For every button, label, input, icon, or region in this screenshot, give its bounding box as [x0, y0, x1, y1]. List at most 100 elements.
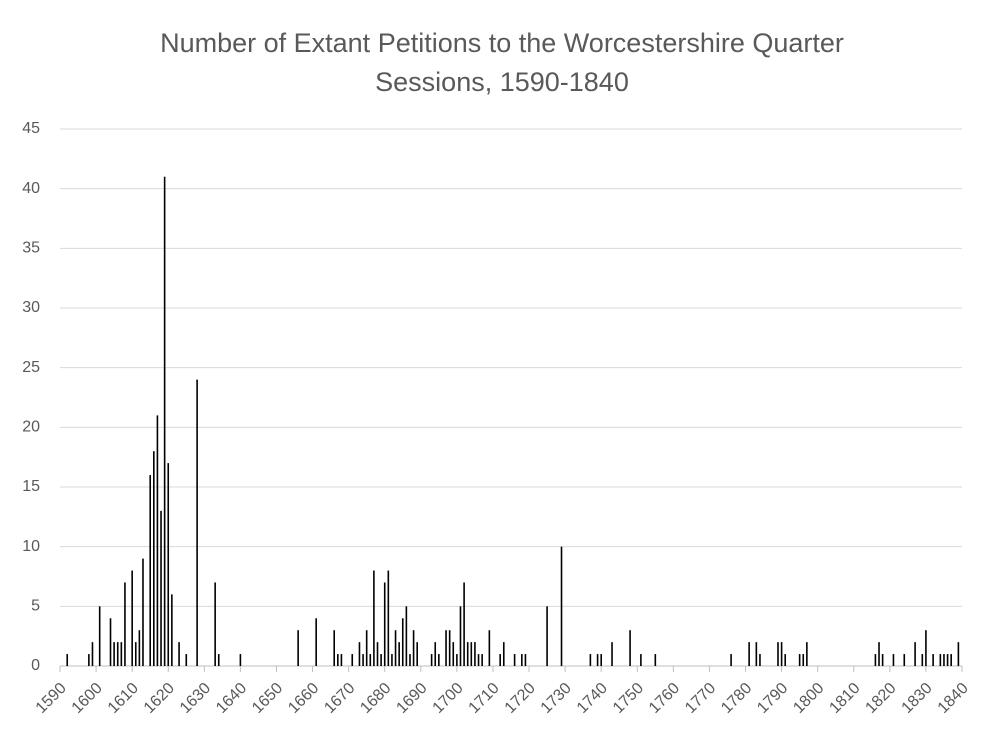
- bar: [459, 606, 462, 666]
- bar: [416, 642, 418, 666]
- x-tick-label: 1760: [646, 680, 683, 717]
- bar: [142, 558, 144, 666]
- bar: [943, 654, 945, 666]
- bar: [409, 654, 411, 666]
- bar: [456, 654, 458, 666]
- x-tick-label: 1790: [754, 680, 791, 717]
- bar: [438, 654, 440, 666]
- bar: [138, 630, 141, 666]
- bar: [921, 654, 924, 666]
- bar: [780, 642, 783, 666]
- x-tick-label: 1660: [285, 680, 322, 717]
- bar: [932, 654, 934, 666]
- x-tick-label: 1590: [33, 680, 70, 717]
- bar: [116, 642, 119, 666]
- x-tick-label: 1780: [718, 680, 755, 717]
- bar: [600, 654, 602, 666]
- bar: [167, 463, 170, 666]
- bar: [445, 630, 447, 666]
- x-tick-label: 1610: [105, 680, 142, 717]
- x-tick-label: 1600: [69, 680, 106, 717]
- bar: [394, 630, 397, 666]
- y-tick-label: 0: [31, 657, 40, 674]
- bar: [611, 642, 613, 666]
- x-tick-label: 1800: [790, 680, 827, 717]
- bar: [340, 654, 343, 666]
- bar: [369, 654, 372, 666]
- bar: [903, 654, 906, 666]
- bar: [66, 654, 69, 666]
- x-tick-label: 1690: [393, 680, 430, 717]
- bar: [171, 594, 173, 666]
- bar: [109, 618, 112, 666]
- bar: [874, 654, 877, 666]
- bar: [946, 654, 949, 666]
- bar: [654, 654, 657, 666]
- bar: [477, 654, 480, 666]
- bar: [434, 642, 437, 666]
- bar: [160, 510, 162, 666]
- y-tick-label: 35: [22, 240, 40, 257]
- bar: [380, 654, 382, 666]
- x-tick-label: 1740: [574, 680, 611, 717]
- x-tick-label: 1710: [466, 680, 503, 717]
- bar: [362, 654, 364, 666]
- bar: [560, 546, 563, 666]
- bar: [640, 654, 642, 666]
- bar: [131, 570, 133, 666]
- y-tick-label: 25: [22, 359, 40, 376]
- x-tick-label: 1820: [862, 680, 899, 717]
- bar: [405, 606, 408, 666]
- bar: [113, 642, 115, 666]
- x-tick-label: 1700: [430, 680, 467, 717]
- bar: [185, 654, 188, 666]
- bar: [178, 642, 180, 666]
- bar: [452, 642, 455, 666]
- bar: [481, 654, 483, 666]
- bar: [91, 642, 94, 666]
- bar: [784, 654, 787, 666]
- bar: [629, 630, 631, 666]
- bar: [914, 642, 916, 666]
- bar: [521, 654, 523, 666]
- bar: [98, 606, 101, 666]
- bar: [383, 582, 386, 666]
- bar: [351, 654, 354, 666]
- x-tick-label: 1620: [141, 680, 178, 717]
- bar: [925, 630, 927, 666]
- bar: [401, 618, 404, 666]
- bar: [387, 570, 390, 666]
- bar: [412, 630, 415, 666]
- bar: [156, 415, 159, 666]
- bar: [798, 654, 801, 666]
- x-tick-label: 1650: [249, 680, 286, 717]
- bar: [470, 642, 473, 666]
- x-tick-label: 1830: [899, 680, 936, 717]
- bar: [163, 176, 166, 666]
- bar: [524, 654, 527, 666]
- y-tick-label: 20: [22, 419, 40, 436]
- bar: [806, 642, 808, 666]
- bar: [358, 642, 361, 666]
- bar: [124, 582, 126, 666]
- bar: [430, 654, 433, 666]
- bar: [513, 654, 516, 666]
- bar: [499, 654, 501, 666]
- x-tick-label: 1840: [935, 680, 972, 717]
- bar: [214, 582, 216, 666]
- x-tick-label: 1640: [213, 680, 250, 717]
- chart-title: Number of Extant Petitions to the Worces…: [160, 28, 844, 97]
- bar: [755, 642, 758, 666]
- bar: [373, 570, 375, 666]
- bar: [448, 630, 451, 666]
- bar: [391, 654, 393, 666]
- bar: [474, 642, 476, 666]
- x-tick-label: 1680: [357, 680, 394, 717]
- bar: [957, 642, 960, 666]
- y-tick-label: 10: [22, 538, 40, 555]
- bar: [463, 582, 465, 666]
- bar: [488, 630, 491, 666]
- bar: [120, 642, 123, 666]
